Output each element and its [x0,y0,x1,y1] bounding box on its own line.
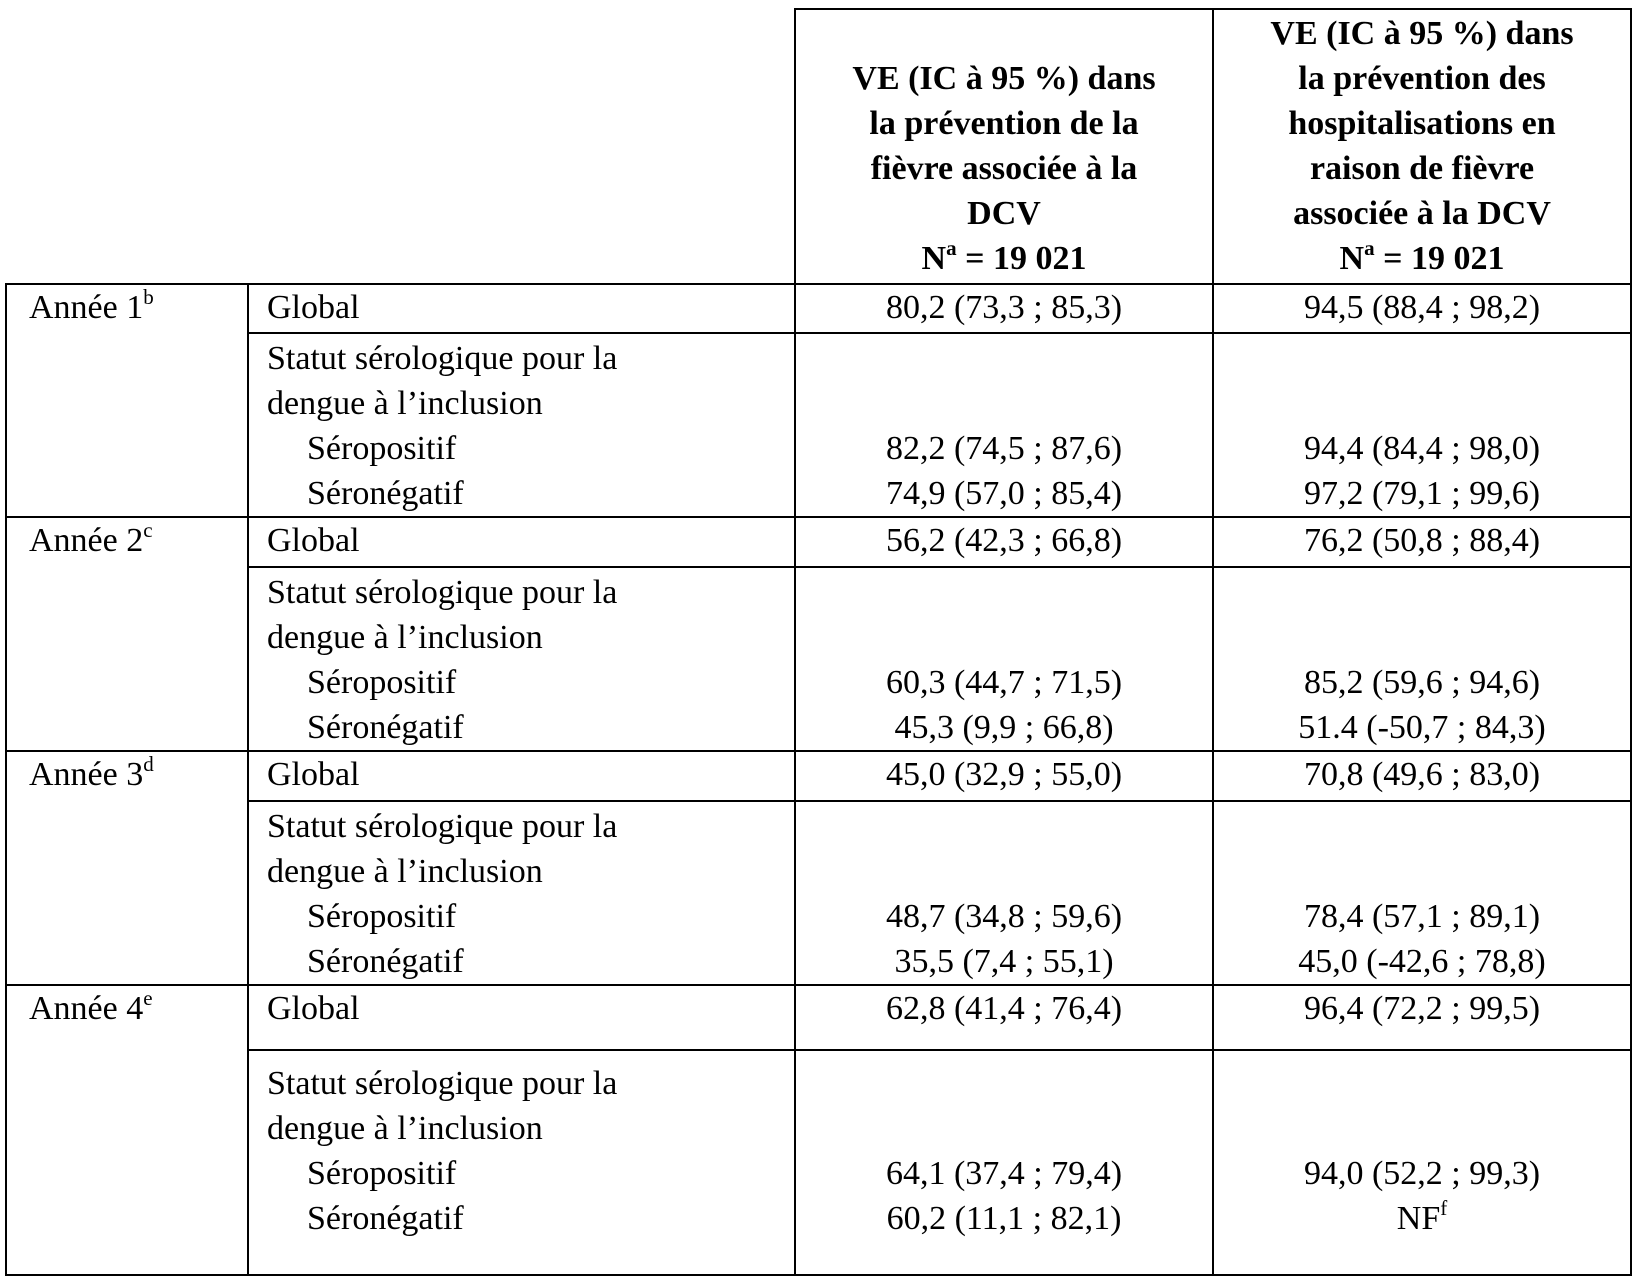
global-label: Global [247,283,796,334]
header-line: la prévention de la [869,105,1139,142]
seronegatif-value: 45,0 (-42,6 ; 78,8) [1298,943,1546,980]
serostatus-row: Statut sérologique pour la dengue à l’in… [6,800,1632,986]
seronegatif-label: Séronégatif [307,1200,464,1237]
header-line: la prévention des [1298,60,1546,97]
serostatus-labels: Statut sérologique pour la dengue à l’in… [247,566,796,752]
serostatus-title: Statut sérologique pour la [267,340,618,377]
year-label: Année 3d [5,750,249,986]
serostatus-values: 78,4 (57,1 ; 89,1) 45,0 (-42,6 ; 78,8) [1212,800,1632,986]
year-label: Année 2c [5,516,249,752]
year-label: Année 4e [5,984,249,1276]
header-blank [6,9,795,285]
header-n: Na = 19 021 [1339,236,1505,278]
year-label: Année 1b [5,283,249,518]
seronegatif-value: 35,5 (7,4 ; 55,1) [894,943,1114,980]
seropositif-label: Séropositif [307,1155,457,1192]
serostatus-title: dengue à l’inclusion [267,853,543,890]
global-row: Année 2c Global 56,2 (42,3 ; 66,8) 76,2 (50… [5,516,1632,752]
global-fever-value: 45,0 (32,9 ; 55,0) [794,750,1214,802]
seronegatif-label: Séronégatif [307,475,464,512]
header-row: VE (IC à 95 %) dans la prévention de la … [6,8,1632,285]
serostatus-labels: Statut sérologique pour la dengue à l’in… [247,1049,796,1276]
seropositif-value: 48,7 (34,8 ; 59,6) [885,898,1123,935]
serostatus-values: 48,7 (34,8 ; 59,6) 35,5 (7,4 ; 55,1) [794,800,1214,986]
global-row: Année 1b Global 80,2 (73,3 ; 85,3) 94,5 (88… [5,283,1632,518]
serostatus-row: Statut sérologique pour la dengue à l’in… [6,1049,1632,1276]
serostatus-row: Statut sérologique pour la dengue à l’in… [6,566,1632,752]
seropositif-value: 60,3 (44,7 ; 71,5) [885,664,1123,701]
seronegatif-value: 97,2 (79,1 ; 99,6) [1303,475,1541,512]
seropositif-value: 82,2 (74,5 ; 87,6) [885,430,1123,467]
header-line: VE (IC à 95 %) dans [1270,15,1574,52]
serostatus-values: 94,0 (52,2 ; 99,3) NFf [1212,1049,1632,1276]
seropositif-value: 64,1 (37,4 ; 79,4) [885,1155,1123,1192]
serostatus-row: Statut sérologique pour la dengue à l’in… [6,332,1632,518]
seronegatif-value: 45,3 (9,9 ; 66,8) [894,709,1114,746]
serostatus-title: dengue à l’inclusion [267,619,543,656]
header-line: hospitalisations en [1288,105,1556,142]
global-hosp-value: 76,2 (50,8 ; 88,4) [1212,516,1632,568]
serostatus-values: 94,4 (84,4 ; 98,0) 97,2 (79,1 ; 99,6) [1212,332,1632,518]
header-hospitalisation: VE (IC à 95 %) dans la prévention des ho… [1212,8,1632,285]
global-row: Année 4e Global 62,8 (41,4 ; 76,4) 96,4 (72… [5,984,1632,1276]
global-label: Global [247,750,796,802]
seropositif-value: 94,4 (84,4 ; 98,0) [1303,430,1541,467]
seronegatif-value: 51.4 (-50,7 ; 84,3) [1298,709,1546,746]
global-fever-value: 80,2 (73,3 ; 85,3) [794,283,1214,334]
serostatus-values: 64,1 (37,4 ; 79,4) 60,2 (11,1 ; 82,1) [794,1049,1214,1276]
header-n: Na = 19 021 [921,236,1087,278]
seronegatif-value: NFf [1396,1196,1448,1238]
header-line: DCV [967,195,1041,232]
serostatus-title: Statut sérologique pour la [267,574,618,611]
serostatus-title: Statut sérologique pour la [267,808,618,845]
seronegatif-label: Séronégatif [307,943,464,980]
serostatus-labels: Statut sérologique pour la dengue à l’in… [247,800,796,986]
global-hosp-value: 94,5 (88,4 ; 98,2) [1212,283,1632,334]
seronegatif-value: 74,9 (57,0 ; 85,4) [885,475,1123,512]
serostatus-values: 60,3 (44,7 ; 71,5) 45,3 (9,9 ; 66,8) [794,566,1214,752]
global-hosp-value: 96,4 (72,2 ; 99,5) [1212,984,1632,1051]
serostatus-values: 82,2 (74,5 ; 87,6) 74,9 (57,0 ; 85,4) [794,332,1214,518]
global-label: Global [247,984,796,1051]
serostatus-title: dengue à l’inclusion [267,1110,543,1147]
seropositif-value: 85,2 (59,6 ; 94,6) [1303,664,1541,701]
header-fever: VE (IC à 95 %) dans la prévention de la … [794,8,1214,285]
global-label: Global [247,516,796,568]
header-line: raison de fièvre [1309,150,1535,187]
serostatus-values: 85,2 (59,6 ; 94,6) 51.4 (-50,7 ; 84,3) [1212,566,1632,752]
seropositif-value: 78,4 (57,1 ; 89,1) [1303,898,1541,935]
seropositif-label: Séropositif [307,430,457,467]
global-fever-value: 62,8 (41,4 ; 76,4) [794,984,1214,1051]
seropositif-label: Séropositif [307,664,457,701]
seropositif-label: Séropositif [307,898,457,935]
header-line: VE (IC à 95 %) dans [852,60,1156,97]
seropositif-value: 94,0 (52,2 ; 99,3) [1303,1155,1541,1192]
efficacy-table: VE (IC à 95 %) dans la prévention de la … [5,8,1632,1276]
serostatus-title: Statut sérologique pour la [267,1065,618,1102]
serostatus-title: dengue à l’inclusion [267,385,543,422]
global-fever-value: 56,2 (42,3 ; 66,8) [794,516,1214,568]
global-row: Année 3d Global 45,0 (32,9 ; 55,0) 70,8 (49… [5,750,1632,986]
global-hosp-value: 70,8 (49,6 ; 83,0) [1212,750,1632,802]
seronegatif-label: Séronégatif [307,709,464,746]
header-line: fièvre associée à la [870,150,1138,187]
seronegatif-value: 60,2 (11,1 ; 82,1) [886,1200,1122,1237]
header-line: associée à la DCV [1293,195,1551,232]
serostatus-labels: Statut sérologique pour la dengue à l’in… [247,332,796,518]
